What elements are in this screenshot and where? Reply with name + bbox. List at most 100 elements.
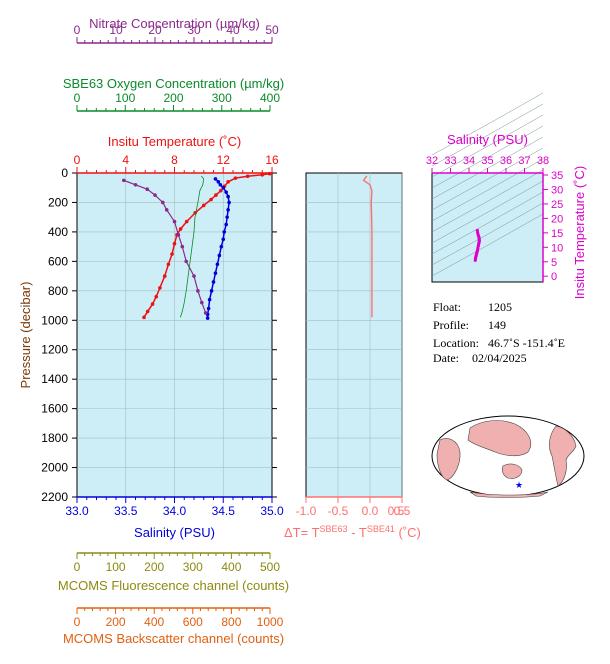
nitrate-concentration-point bbox=[176, 233, 181, 237]
insitu-temperature-point bbox=[150, 302, 155, 306]
salinity-point bbox=[224, 222, 228, 227]
map-land-asia bbox=[467, 420, 532, 457]
nitrate-tick-label: 10 bbox=[109, 23, 123, 37]
salinity-point bbox=[205, 316, 210, 320]
oxygen-tick-label: 100 bbox=[115, 91, 135, 105]
salinity-point bbox=[221, 237, 226, 242]
ts-salinity-tick-label: 34 bbox=[463, 155, 475, 167]
nitrate-tick-label: 0 bbox=[74, 23, 81, 37]
ts-point bbox=[475, 228, 479, 233]
fluorescence-tick-label: 400 bbox=[221, 560, 241, 574]
profile-label: Profile: bbox=[433, 318, 469, 332]
backscatter-tick-label: 400 bbox=[144, 615, 164, 629]
temperature-tick-label: 12 bbox=[217, 153, 231, 167]
map-land-antarctica bbox=[469, 491, 549, 498]
ts-density-contour bbox=[431, 213, 544, 277]
insitu-temperature-point bbox=[214, 193, 218, 197]
insitu-temperature-point bbox=[219, 188, 223, 193]
ts-temperature-tick-label: 20 bbox=[551, 213, 563, 225]
ts-density-contour bbox=[431, 92, 544, 156]
delta-t-label-part: ΔT= T bbox=[284, 525, 320, 540]
ts-salinity-tick-label: 36 bbox=[500, 155, 512, 167]
ts-density-contour bbox=[431, 114, 544, 178]
oxygen-tick-label: 200 bbox=[163, 91, 183, 105]
nitrate-tick-label: 20 bbox=[148, 23, 162, 37]
salinity-point bbox=[206, 306, 211, 311]
ts-salinity-tick-label: 37 bbox=[518, 155, 530, 167]
sbe63-oxygen-concentration-line bbox=[179, 175, 205, 318]
location-value: 46.7˚S -151.4˚E bbox=[488, 336, 565, 350]
ts-temperature-tick-label: 30 bbox=[551, 184, 563, 196]
insitu-temperature-point bbox=[162, 274, 167, 278]
ts-salinity-tick-label: 32 bbox=[426, 155, 438, 167]
backscatter-tick-label: 1000 bbox=[257, 615, 284, 629]
delta-t-plot: -1.0 -0.5 0.0 0.50.5 ΔT= TSBE63 - TSBE41 (˚C… bbox=[284, 172, 421, 540]
delta-tick-label: -1.0 bbox=[296, 504, 317, 518]
insitu-temperature-point bbox=[267, 171, 272, 176]
ts-density-contour bbox=[431, 147, 544, 211]
salinity-point bbox=[222, 230, 227, 234]
pressure-axis-label: Pressure (decibar) bbox=[18, 282, 33, 389]
nitrate-tick-label: 40 bbox=[226, 23, 240, 37]
ts-salinity-tick-label: 33 bbox=[444, 155, 456, 167]
delta-tick-label: -0.5 bbox=[328, 504, 349, 518]
fluorescence-tick-label: 100 bbox=[106, 560, 126, 574]
nitrate-concentration-point bbox=[145, 187, 149, 191]
delta-t-label-part: SBE41 bbox=[367, 524, 395, 534]
nitrate-tick-label: 30 bbox=[187, 23, 201, 37]
insitu-temperature-point bbox=[158, 286, 162, 290]
salinity-point bbox=[218, 182, 223, 187]
ts-density-contour bbox=[431, 202, 544, 266]
ts-temperature-tick-label: 10 bbox=[551, 242, 563, 254]
nitrate-concentration-point bbox=[122, 178, 126, 183]
delta-plot-area bbox=[305, 172, 403, 498]
salinity-point bbox=[211, 280, 216, 284]
ts-salinity-tick-label: 35 bbox=[481, 155, 493, 167]
backscatter-tick-label: 0 bbox=[74, 615, 81, 629]
date-value: 02/04/2025 bbox=[472, 351, 527, 365]
pressure-tick-label: 2200 bbox=[41, 490, 68, 504]
ts-temperature-tick-label: 35 bbox=[551, 170, 563, 182]
salinity-line bbox=[206, 178, 230, 319]
ts-salinity-tick-label: 38 bbox=[537, 155, 549, 167]
insitu-temperature-point bbox=[226, 180, 230, 184]
ts-density-contour bbox=[431, 191, 544, 255]
nitrate-concentration-point bbox=[200, 300, 204, 305]
ts-temperature-tick-label: 15 bbox=[551, 228, 563, 240]
delta-t-axis-label: ΔT= TSBE63 - TSBE41 (˚C) bbox=[284, 524, 421, 540]
nitrate-concentration-point bbox=[184, 259, 188, 264]
nitrate-concentration-point bbox=[133, 182, 138, 187]
backscatter-tick-label: 200 bbox=[106, 615, 126, 629]
map-land-africa bbox=[436, 438, 461, 481]
nitrate-concentration-point bbox=[161, 200, 165, 205]
salinity-point bbox=[224, 190, 228, 194]
salinity-point bbox=[207, 297, 212, 302]
map-land-australia bbox=[501, 463, 523, 479]
nitrate-concentration-point bbox=[164, 208, 169, 212]
salinity-tick-label: 33.0 bbox=[65, 504, 89, 518]
nitrate-concentration-point bbox=[172, 219, 177, 224]
insitu-temperature-point bbox=[201, 203, 206, 208]
pressure-tick-label: 400 bbox=[48, 225, 68, 239]
salinity-point bbox=[227, 200, 231, 205]
world-map: ★ bbox=[431, 415, 585, 498]
ts-plot-area bbox=[431, 172, 544, 283]
delta-t-line bbox=[362, 175, 373, 318]
salinity-point bbox=[213, 271, 218, 275]
salinity-point bbox=[215, 262, 220, 267]
fluorescence-tick-label: 300 bbox=[183, 560, 203, 574]
insitu-temperature-point bbox=[184, 219, 189, 224]
salinity-tick-label: 33.5 bbox=[114, 504, 138, 518]
float-info: Float: 1205 Profile: 149 Location: 46.7˚… bbox=[433, 300, 565, 365]
insitu-temperature-point bbox=[245, 174, 250, 179]
ts-temperature-axis-label: Insitu Temperature (˚C) bbox=[572, 166, 587, 299]
ts-density-contour bbox=[431, 180, 544, 244]
float-label: Float: bbox=[433, 300, 461, 314]
pressure-tick-label: 200 bbox=[48, 195, 68, 209]
delta-t-label-part: SBE63 bbox=[320, 524, 348, 534]
main-profile-plot: 0200400600800100012001400160018002000220… bbox=[18, 16, 289, 646]
fluorescence-tick-label: 500 bbox=[260, 560, 280, 574]
pressure-tick-label: 0 bbox=[61, 166, 68, 180]
nitrate-concentration-point bbox=[203, 311, 208, 315]
delta-t-label-part: - T bbox=[348, 525, 367, 540]
